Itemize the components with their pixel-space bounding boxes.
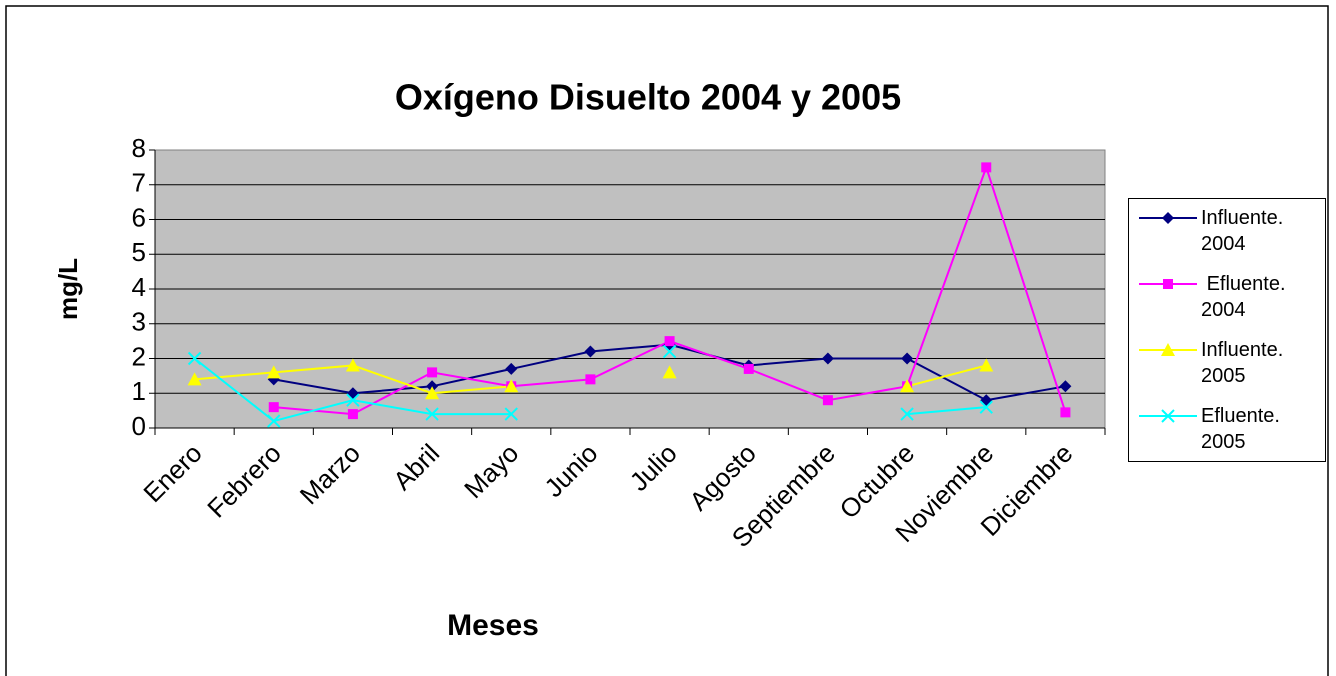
legend-swatch: [1139, 409, 1197, 423]
y-tick-label: 1: [132, 376, 146, 406]
marker: [267, 414, 281, 428]
marker: [1163, 279, 1173, 289]
y-tick-label: 8: [132, 133, 146, 163]
marker: [585, 374, 596, 385]
marker: [900, 379, 915, 393]
marker: [584, 345, 597, 358]
marker: [268, 402, 279, 413]
y-tick-label: 0: [132, 411, 146, 441]
marker: [662, 365, 677, 379]
marker: [425, 386, 440, 400]
marker: [266, 365, 281, 379]
legend: Influente. 2004 Efluente. 2004 Influente.…: [1128, 198, 1326, 462]
marker: [664, 336, 675, 347]
y-tick-label: 4: [132, 272, 146, 302]
marker: [345, 358, 360, 372]
marker: [979, 400, 993, 414]
marker: [187, 351, 202, 366]
marker: [900, 407, 914, 421]
marker: [1060, 407, 1071, 418]
marker: [662, 344, 677, 359]
legend-entry: Efluente. 2004: [1129, 265, 1325, 331]
marker: [1059, 380, 1072, 393]
marker: [979, 358, 994, 372]
marker: [187, 372, 202, 386]
marker: [1161, 409, 1175, 423]
y-axis-label: mg/L: [53, 258, 83, 320]
marker: [425, 407, 439, 421]
marker: [821, 352, 834, 365]
marker: [1162, 212, 1174, 224]
marker: [427, 367, 438, 378]
marker: [743, 363, 754, 374]
legend-label: Influente. 2004: [1201, 207, 1289, 255]
y-tick-label: 6: [132, 202, 146, 232]
legend-label: Efluente. 2005: [1201, 405, 1286, 453]
legend-entry: Efluente. 2005: [1129, 397, 1325, 463]
marker: [901, 352, 914, 365]
marker: [822, 395, 833, 406]
legend-swatch: [1139, 279, 1197, 289]
marker: [504, 379, 519, 393]
marker: [1161, 343, 1175, 356]
marker: [346, 393, 360, 407]
legend-label: Efluente. 2004: [1201, 273, 1292, 321]
legend-label: Influente. 2005: [1201, 339, 1289, 387]
legend-entry: Influente. 2005: [1129, 331, 1325, 397]
legend-swatch: [1139, 212, 1197, 224]
marker: [505, 362, 518, 375]
chart-title: Oxígeno Disuelto 2004 y 2005: [395, 77, 901, 118]
y-tick-label: 2: [132, 341, 146, 371]
legend-swatch: [1139, 343, 1197, 356]
y-tick-label: 3: [132, 307, 146, 337]
legend-entry: Influente. 2004: [1129, 199, 1325, 265]
x-axis-label: Meses: [447, 609, 539, 642]
y-tick-label: 7: [132, 168, 146, 198]
marker: [981, 162, 992, 173]
y-tick-label: 5: [132, 237, 146, 267]
marker: [347, 409, 358, 420]
marker: [504, 407, 518, 421]
